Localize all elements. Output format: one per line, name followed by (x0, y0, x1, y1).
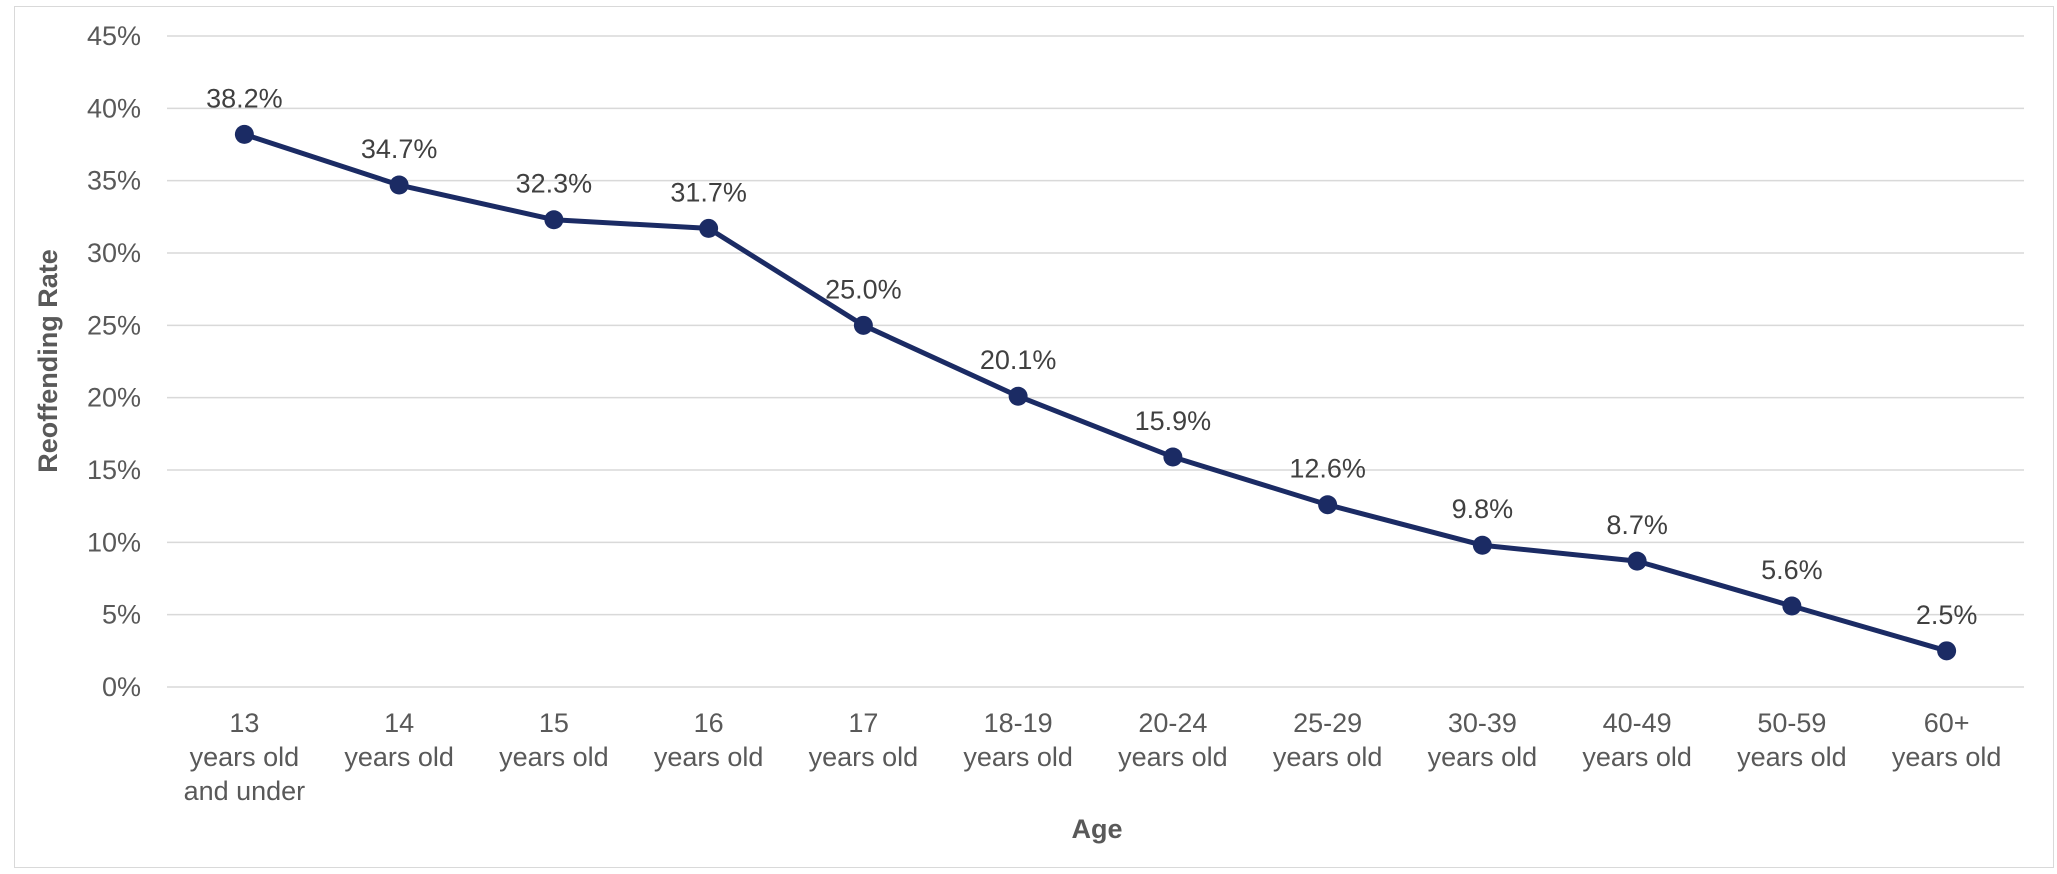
data-point (699, 218, 719, 238)
data-label: 32.3% (516, 169, 593, 199)
data-point (1627, 551, 1647, 571)
series-line-path (243, 131, 1948, 654)
y-tick-label: 5% (102, 600, 141, 630)
data-label: 9.8% (1452, 494, 1514, 524)
x-axis-ticks: 13 years old and under 14 years old 15 years o… (184, 708, 2002, 806)
y-tick-label: 15% (87, 455, 141, 485)
y-tick-label: 35% (87, 166, 141, 196)
y-axis-ticks: 0% 5% 10% 15% 20% 25% 30% 35% 40% 45% (87, 21, 141, 702)
x-tick-label: 50-59 years old (1737, 708, 1847, 772)
chart-frame (14, 6, 2054, 868)
data-point (1937, 641, 1957, 661)
data-point (234, 124, 254, 144)
data-point (1163, 447, 1183, 467)
y-tick-label: 20% (87, 383, 141, 413)
x-axis-title: Age (1071, 814, 1122, 844)
x-tick-label: 40-49 years old (1582, 708, 1692, 772)
data-point (1782, 596, 1802, 616)
y-tick-label: 25% (87, 310, 141, 340)
x-tick-label: 14 years old (344, 708, 454, 772)
x-tick-label: 20-24 years old (1118, 708, 1228, 772)
gridlines (167, 35, 2024, 688)
x-tick-label: 16 years old (654, 708, 764, 772)
data-points (234, 124, 1957, 661)
x-tick-label: 60+ years old (1892, 708, 2002, 772)
x-tick-label: 30-39 years old (1428, 708, 1538, 772)
x-tick-label: 25-29 years old (1273, 708, 1383, 772)
y-tick-label: 40% (87, 93, 141, 123)
data-label: 38.2% (206, 83, 283, 113)
y-tick-label: 0% (102, 672, 141, 702)
data-label: 15.9% (1135, 406, 1212, 436)
x-tick-label: 18-19 years old (963, 708, 1073, 772)
x-tick-label: 15 years old (499, 708, 609, 772)
data-point (853, 315, 873, 335)
data-point (389, 175, 409, 195)
data-point (544, 210, 564, 230)
y-axis-title: Reoffending Rate (33, 249, 63, 473)
y-tick-label: 30% (87, 238, 141, 268)
data-label: 5.6% (1761, 555, 1823, 585)
data-labels: 38.2% 34.7% 32.3% 31.7% 25.0% 20.1% 15.9% 12.6%… (206, 83, 1977, 629)
x-tick-label: 17 years old (809, 708, 919, 772)
data-label: 8.7% (1606, 510, 1668, 540)
x-tick-label: 13 years old and under (184, 708, 306, 806)
data-label: 34.7% (361, 134, 438, 164)
series-line (243, 131, 1948, 654)
data-label: 2.5% (1916, 600, 1978, 630)
data-label: 25.0% (825, 274, 902, 304)
data-label: 20.1% (980, 345, 1057, 375)
data-point (1472, 535, 1492, 555)
data-point (1008, 386, 1028, 406)
y-tick-label: 45% (87, 21, 141, 51)
data-label: 12.6% (1289, 454, 1366, 484)
y-tick-label: 10% (87, 527, 141, 557)
data-label: 31.7% (670, 177, 747, 207)
data-point (1318, 495, 1338, 515)
